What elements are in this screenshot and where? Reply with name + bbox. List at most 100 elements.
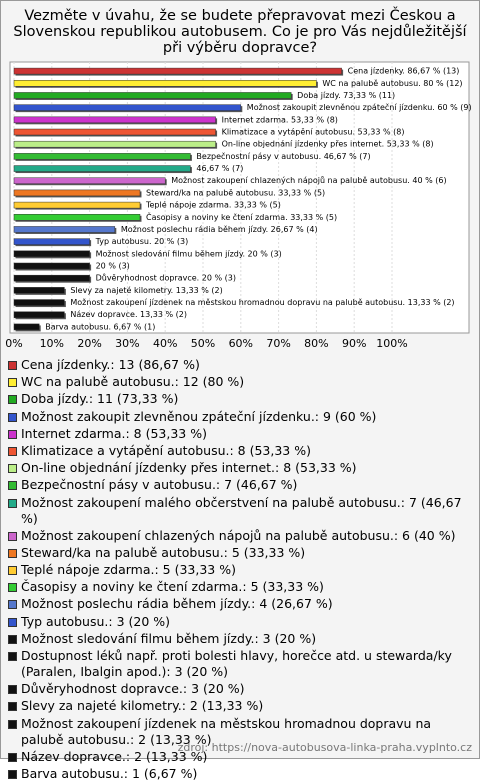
bar xyxy=(13,311,65,318)
bar-label: 46,67 % (7) xyxy=(196,164,243,173)
bar-label: Časopisy a noviny ke čtení zdarma. 33,33… xyxy=(146,211,337,222)
legend-item: Steward/ka na palubě autobusu.: 5 (33,33… xyxy=(8,545,472,561)
chart-title: Vezměte v úvahu, že se budete přepravova… xyxy=(13,8,467,56)
bar xyxy=(13,274,90,282)
legend-item: Možnost zakoupení jízdenek na městskou h… xyxy=(8,716,472,748)
legend-item: WC na palubě autobusu.: 12 (80 %) xyxy=(8,374,472,390)
legend-label: Dostupnost léků např. proti bolesti hlav… xyxy=(21,648,452,679)
bar xyxy=(13,201,141,209)
legend-label: Teplé nápoje zdarma.: 5 (33,33 %) xyxy=(21,562,236,578)
bar-label: Možnost zakoupit zlevněnou zpáteční jízd… xyxy=(247,102,472,112)
legend-label: Cena jízdenky.: 13 (86,67 %) xyxy=(21,357,200,372)
legend-swatch xyxy=(8,719,17,729)
legend-swatch xyxy=(8,361,17,370)
x-tick-label: 90% xyxy=(342,337,366,350)
legend-label: WC na palubě autobusu.: 12 (80 %) xyxy=(21,374,245,390)
bar-label: Možnost zakoupení chlazených nápojů na p… xyxy=(171,175,446,185)
legend-label: Slevy za najeté kilometry.: 2 (13,33 %) xyxy=(21,698,264,714)
legend-swatch xyxy=(8,769,17,779)
bar xyxy=(13,287,65,294)
legend: Cena jízdenky.: 13 (86,67 %) WC na palubě… xyxy=(8,357,472,783)
legend-swatch xyxy=(8,634,17,644)
legend-swatch xyxy=(8,583,17,593)
bar xyxy=(13,153,191,160)
bar xyxy=(13,177,166,184)
bar-label: Barva autobusu. 6,67 % (1) xyxy=(45,322,155,331)
bar xyxy=(13,250,90,258)
legend-swatch xyxy=(8,412,17,422)
bar-label: Teplé nápoje zdarma. 33,33 % (5) xyxy=(145,200,281,210)
legend-swatch xyxy=(8,548,17,558)
bar-label: Název dopravce. 13,33 % (2) xyxy=(70,310,187,319)
legend-swatch xyxy=(8,429,17,439)
legend-label: Časopisy a noviny ke čtení zdarma.: 5 (3… xyxy=(21,579,324,595)
legend-label: Důvěryhodnost dopravce.: 3 (20 %) xyxy=(21,681,245,697)
legend-label: Doba jízdy.: 11 (73,33 %) xyxy=(21,391,179,407)
legend-swatch xyxy=(8,685,17,695)
legend-label: On-line objednání jízdenky přes internet… xyxy=(21,460,357,476)
legend-item: Možnost zakoupení malého občerstvení na … xyxy=(8,495,472,527)
bar-label: Možnost poslechu rádia během jízdy. 26,6… xyxy=(121,225,318,234)
bar-label: Doba jízdy. 73,33 % (11) xyxy=(297,91,395,100)
legend-item: Klimatizace a vytápění autobusu.: 8 (53,… xyxy=(8,443,472,459)
legend-label: Typ autobusu.: 3 (20 %) xyxy=(21,613,171,629)
bar-label: Slevy za najeté kilometry. 13,33 % (2) xyxy=(70,285,222,295)
x-tick-label: 100% xyxy=(376,337,407,350)
legend-swatch xyxy=(8,617,17,627)
bar xyxy=(13,299,65,306)
legend-label: Barva autobusu.: 1 (6,67 %) xyxy=(21,765,198,781)
bar-label: 20 % (3) xyxy=(96,262,130,271)
bar-label: Typ autobusu. 20 % (3) xyxy=(95,237,189,246)
legend-item: On-line objednání jízdenky přes internet… xyxy=(8,460,472,476)
legend-item: Možnost sledování filmu během jízdy.: 3 … xyxy=(8,631,472,647)
legend-item: Internet zdarma.: 8 (53,33 %) xyxy=(8,426,472,442)
bar-label: Cena jízdenky. 86,67 % (13) xyxy=(348,67,460,76)
legend-swatch xyxy=(8,464,17,474)
legend-item: Teplé nápoje zdarma.: 5 (33,33 %) xyxy=(8,562,472,578)
x-tick-label: 60% xyxy=(229,337,253,350)
x-tick-label: 0% xyxy=(5,337,22,350)
legend-item: Dostupnost léků např. proti bolesti hlav… xyxy=(8,648,472,680)
bar-label: Možnost sledování filmu během jízdy. 20 … xyxy=(96,249,282,258)
legend-label: Bezpečnostní pásy v autobusu.: 7 (46,67 … xyxy=(21,477,298,493)
legend-label: Možnost zakoupit zlevněnou zpáteční jízd… xyxy=(21,408,377,424)
legend-swatch xyxy=(8,498,17,508)
legend-swatch xyxy=(8,600,17,610)
bar xyxy=(13,262,90,270)
bar-label: Steward/ka na palubě autobusu. 33,33 % (… xyxy=(146,188,325,197)
legend-swatch xyxy=(8,652,17,661)
legend-item: Bezpečnostní pásy v autobusu.: 7 (46,67 … xyxy=(8,477,472,493)
bar-label: Internet zdarma. 53,33 % (8) xyxy=(222,115,338,124)
bar-label: Důvěryhodnost dopravce. 20 % (3) xyxy=(96,273,236,283)
x-tick-label: 70% xyxy=(266,337,290,350)
bar-label: On-line objednání jízdenky přes internet… xyxy=(222,140,434,149)
legend-swatch xyxy=(8,446,17,456)
legend-swatch xyxy=(8,566,17,576)
legend-item: Slevy za najeté kilometry.: 2 (13,33 %) xyxy=(8,698,472,714)
bar xyxy=(13,238,90,245)
bar xyxy=(13,214,141,221)
legend-item: Důvěryhodnost dopravce.: 3 (20 %) xyxy=(8,681,472,697)
bar xyxy=(13,67,342,75)
legend-item: Možnost zakoupit zlevněnou zpáteční jízd… xyxy=(8,409,472,425)
x-tick-label: 50% xyxy=(191,337,215,350)
bar xyxy=(13,165,191,172)
bar xyxy=(13,80,317,87)
legend-swatch xyxy=(8,752,17,762)
chart: 0% 10% 20% 30% 40% 50% 60% 70% 80% 90% 100% Cena jí… xyxy=(5,61,472,350)
legend-item: Barva autobusu.: 1 (6,67 %) xyxy=(8,766,472,782)
legend-item: Možnost poslechu rádia během jízdy.: 4 (… xyxy=(8,596,472,612)
legend-item: Cena jízdenky.: 13 (86,67 %) xyxy=(8,357,472,373)
legend-label: Klimatizace a vytápění autobusu.: 8 (53,… xyxy=(21,442,311,458)
legend-swatch xyxy=(8,481,17,491)
bar xyxy=(13,323,40,331)
legend-item: Typ autobusu.: 3 (20 %) xyxy=(8,614,472,630)
bar-label: Možnost zakoupení jízdenek na městskou h… xyxy=(70,298,454,307)
legend-swatch xyxy=(8,702,17,712)
bar xyxy=(13,226,116,233)
legend-item: Možnost zakoupení chlazených nápojů na p… xyxy=(8,528,472,544)
bar xyxy=(13,116,216,124)
x-tick-label: 20% xyxy=(77,337,101,350)
bar xyxy=(13,189,141,197)
bar-label: Bezpečnostní pásy v autobusu. 46,67 % (7… xyxy=(196,151,370,161)
